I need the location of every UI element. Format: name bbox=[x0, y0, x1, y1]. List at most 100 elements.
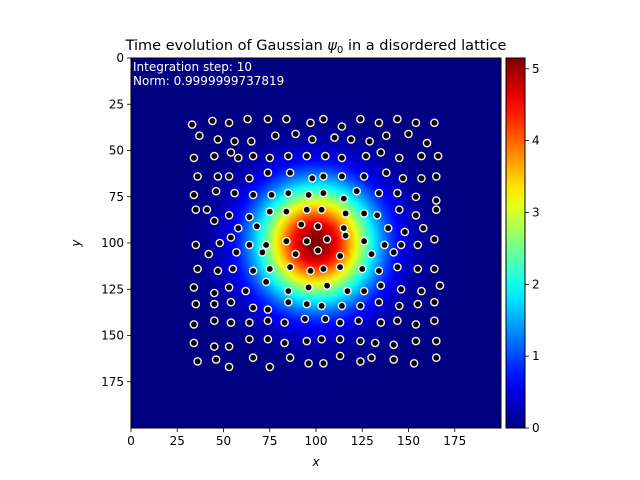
lattice-point bbox=[413, 240, 423, 250]
lattice-point bbox=[374, 188, 384, 198]
lattice-point bbox=[209, 216, 219, 226]
lattice-point bbox=[195, 131, 204, 140]
lattice-point bbox=[430, 118, 439, 128]
lattice-point bbox=[359, 209, 369, 218]
lattice-point bbox=[393, 316, 402, 326]
lattice-point bbox=[193, 172, 202, 181]
lattice-point bbox=[389, 340, 399, 350]
colorbar-tick-label: 1 bbox=[532, 349, 540, 363]
lattice-point bbox=[335, 251, 345, 261]
lattice-point bbox=[430, 316, 439, 326]
lattice-point bbox=[370, 338, 380, 348]
lattice-point bbox=[356, 336, 365, 346]
x-tick-label: 125 bbox=[351, 434, 374, 448]
lattice-point bbox=[381, 168, 391, 177]
x-axis-ticks: 0 25 50 75 100 125 150 175 bbox=[127, 428, 466, 448]
x-tick-label: 175 bbox=[443, 434, 466, 448]
colorbar-ticks: 0 1 2 3 4 5 bbox=[525, 62, 540, 435]
lattice-point bbox=[317, 205, 326, 214]
lattice-point bbox=[343, 286, 352, 296]
lattice-point bbox=[187, 120, 197, 129]
lattice-point bbox=[335, 262, 345, 272]
lattice-point bbox=[226, 148, 236, 157]
lattice-point bbox=[306, 266, 315, 276]
lattice-point bbox=[285, 353, 295, 363]
lattice-point bbox=[193, 264, 202, 274]
lattice-point bbox=[307, 173, 317, 183]
lattice-point bbox=[189, 153, 199, 163]
lattice-point bbox=[228, 264, 238, 274]
lattice-point bbox=[389, 355, 399, 364]
lattice-point bbox=[265, 362, 275, 372]
lattice-point bbox=[245, 318, 254, 327]
lattice-point bbox=[393, 188, 402, 198]
lattice-point bbox=[248, 303, 258, 313]
lattice-point bbox=[417, 286, 426, 296]
lattice-point bbox=[213, 266, 223, 276]
y-tick-label: 75 bbox=[109, 190, 124, 204]
lattice-point bbox=[258, 247, 267, 257]
x-tick-label: 150 bbox=[397, 434, 420, 448]
lattice-point bbox=[230, 188, 239, 198]
lattice-point bbox=[411, 192, 421, 202]
lattice-point bbox=[431, 172, 441, 181]
lattice-point bbox=[304, 283, 313, 292]
lattice-point bbox=[291, 249, 300, 259]
lattice-point bbox=[337, 122, 347, 131]
lattice-point bbox=[226, 297, 236, 307]
lattice-point bbox=[265, 207, 275, 216]
lattice-point bbox=[411, 336, 421, 346]
lattice-point bbox=[302, 205, 312, 214]
lattice-point bbox=[245, 334, 254, 344]
lattice-point bbox=[376, 281, 386, 290]
lattice-point bbox=[335, 351, 345, 361]
lattice-point bbox=[317, 334, 326, 344]
lattice-point bbox=[322, 281, 332, 290]
lattice-point bbox=[404, 129, 413, 139]
lattice-point bbox=[337, 153, 347, 163]
lattice-point bbox=[263, 316, 273, 326]
norm-annotation: Norm: 0.9999999737819 bbox=[133, 74, 284, 88]
lattice-point bbox=[265, 153, 275, 163]
y-axis-label: y bbox=[69, 239, 83, 248]
lattice-point bbox=[224, 210, 234, 220]
lattice-point bbox=[422, 138, 432, 148]
lattice-point bbox=[430, 297, 439, 307]
lattice-point bbox=[241, 286, 250, 296]
x-tick-label: 100 bbox=[305, 434, 328, 448]
lattice-point bbox=[354, 316, 363, 326]
lattice-point bbox=[243, 114, 252, 124]
lattice-point bbox=[304, 190, 313, 200]
lattice-point bbox=[248, 151, 258, 161]
colorbar-tick-label: 0 bbox=[532, 421, 540, 435]
gaussian-density bbox=[131, 58, 501, 428]
y-tick-label: 175 bbox=[101, 375, 124, 389]
lattice-point bbox=[224, 118, 234, 128]
lattice-point bbox=[224, 362, 234, 372]
lattice-point bbox=[191, 299, 201, 309]
lattice-point bbox=[381, 131, 391, 140]
lattice-point bbox=[320, 151, 330, 161]
lattice-point bbox=[283, 151, 293, 161]
lattice-point bbox=[263, 305, 273, 314]
lattice-point bbox=[374, 266, 384, 276]
y-tick-label: 0 bbox=[116, 51, 124, 65]
lattice-point bbox=[232, 247, 241, 257]
lattice-point bbox=[313, 246, 323, 255]
lattice-point bbox=[230, 136, 239, 146]
lattice-point bbox=[418, 223, 428, 233]
lattice-point bbox=[341, 231, 350, 240]
lattice-point bbox=[209, 316, 219, 326]
lattice-point bbox=[189, 283, 199, 292]
lattice-point bbox=[356, 301, 365, 311]
lattice-point bbox=[263, 168, 273, 177]
lattice-point bbox=[319, 264, 328, 274]
lattice-point bbox=[204, 249, 213, 259]
lattice-point bbox=[367, 353, 376, 363]
lattice-point bbox=[209, 342, 219, 351]
lattice-point bbox=[374, 297, 384, 307]
lattice-point bbox=[411, 210, 421, 220]
lattice-point bbox=[300, 314, 310, 324]
lattice-point bbox=[394, 205, 404, 214]
lattice-point bbox=[283, 286, 293, 296]
